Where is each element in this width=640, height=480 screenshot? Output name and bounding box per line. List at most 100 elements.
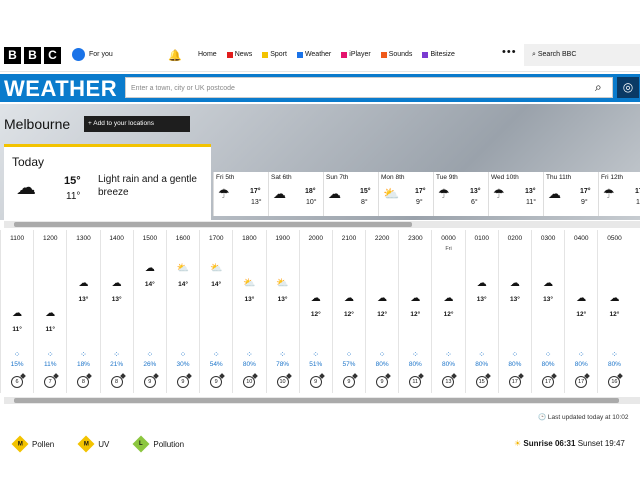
wind-speed: 16	[608, 376, 621, 388]
bbc-search[interactable]: ⌕ Search BBC	[524, 44, 640, 66]
wind-speed: 8	[77, 376, 90, 388]
location-title: Melbourne	[4, 116, 71, 132]
nav-item-weather[interactable]: Weather	[296, 51, 331, 58]
raindrop-icon: ⁘	[46, 350, 54, 359]
forecast-day[interactable]: Sat 6th ☁ 18° 10°	[268, 172, 323, 216]
hourly-slot[interactable]: 0200 ☁ 13° ⁘ 80% 17	[497, 230, 531, 393]
hourly-slot[interactable]: 1200 ☁ 11° ⁘ 11% 7	[33, 230, 66, 393]
precip-chance: 80%	[574, 361, 588, 368]
raindrop-icon: ⁘	[80, 350, 87, 359]
wind-speed: 13	[442, 376, 455, 388]
drizzle-icon: ☁	[328, 186, 341, 201]
raindrop-icon: ⁘	[577, 350, 585, 359]
hourly-slot[interactable]: 1100 ☁ 11° ⁘ 15% 6	[0, 230, 33, 393]
account-link[interactable]: For you	[72, 48, 113, 61]
weather-icon: ☁	[111, 278, 122, 289]
hourly-slot[interactable]: 0100 ☁ 13° ⁘ 80% 15	[464, 230, 498, 393]
bbc-logo[interactable]: B B C	[4, 47, 61, 64]
raindrop-icon: ⁘	[544, 350, 552, 359]
hourly-slot[interactable]: 0300 ☁ 13° ⁘ 80% 17	[531, 230, 564, 393]
forecast-day[interactable]: Thu 11th ☁ 17° 9°	[543, 172, 598, 216]
search-icon[interactable]: ⌕	[595, 80, 602, 94]
weather-icon: ☁	[144, 263, 155, 274]
hourly-slot[interactable]: 0000 Fri ☁ 12° ⁘ 80% 13	[431, 230, 464, 393]
forecast-day[interactable]: Mon 8th ⛅ 17° 9°	[378, 172, 433, 216]
sunrise-time: 06:31	[554, 439, 576, 448]
precip-chance: 54%	[209, 361, 223, 368]
weather-icon: ☁	[509, 278, 520, 289]
weather-icon: ☁	[78, 278, 89, 289]
hourly-slot[interactable]: 2200 ☁ 12° ⁘ 80% 9	[365, 230, 398, 393]
hourly-slot[interactable]: 1300 ☁ 13° ⁘ 18% 8	[66, 230, 99, 393]
cloud-icon: ☁	[548, 186, 561, 201]
hourly-slot[interactable]: 1800 ⛅ 13° ⁘ 80% 10	[232, 230, 265, 393]
add-location-button[interactable]: + Add to your locations	[84, 116, 190, 132]
forecast-day[interactable]: Wed 10th ☂ 13° 11°	[488, 172, 543, 216]
weather-title[interactable]: WEATHER	[4, 76, 118, 101]
index-badge: M	[77, 435, 95, 453]
add-location-label: Add to your locations	[93, 120, 154, 127]
wind-speed: 6	[11, 376, 23, 388]
wind-speed: 9	[176, 376, 189, 388]
nav-label: Sounds	[388, 51, 413, 58]
days-scrollbar[interactable]	[4, 221, 640, 228]
weather-icon: ☁	[576, 293, 587, 304]
hourly-slot[interactable]: 1900 ⛅ 13° ⁘ 78% 10	[265, 230, 299, 393]
scroll-thumb[interactable]	[14, 222, 412, 227]
hourly-slot[interactable]: 2000 ☁ 12° ⁘ 51% 9	[298, 230, 332, 393]
hour-temp: 13°	[509, 296, 520, 303]
forecast-day[interactable]: Fri 12th ☂ 17° 10°	[598, 172, 640, 216]
locate-me-icon[interactable]: ◎	[617, 77, 639, 98]
forecast-days: Fri 5th ☂ 17° 13° Sat 6th ☁ 18° 10° Sun 7t…	[213, 172, 640, 216]
forecast-day[interactable]: Fri 5th ☂ 17° 13°	[213, 172, 268, 216]
rain-icon: ☂	[218, 186, 230, 201]
nav-icon	[262, 51, 269, 58]
hourly-slot[interactable]: 0400 ☁ 12° ⁘ 80% 17	[564, 230, 597, 393]
weather-icon: ☁	[343, 293, 354, 304]
nav-icon	[422, 51, 429, 58]
index-level: M	[83, 441, 89, 447]
hourly-scrollbar[interactable]	[4, 397, 640, 404]
hourly-slot[interactable]: 1500 ☁ 14° ⁘ 26% 9	[132, 230, 166, 393]
location-search-input[interactable]: Enter a town, city or UK postcode	[125, 77, 613, 98]
index-uv[interactable]: M UV	[77, 435, 109, 453]
hour-temp: 14°	[178, 281, 188, 288]
nav-item-home[interactable]: Home	[190, 51, 217, 58]
hourly-slot[interactable]: 2300 ☁ 12° ⁘ 80% 11	[398, 230, 431, 393]
hourly-slot[interactable]: 1700 ⛅ 14° ⁘ 54% 9	[199, 230, 232, 393]
nav-item-sport[interactable]: Sport	[262, 51, 287, 58]
nav-item-news[interactable]: News	[226, 51, 252, 58]
logo-letter: B	[4, 47, 21, 64]
forecast-day[interactable]: Tue 9th ☂ 13° 6°	[433, 172, 488, 216]
day-name: Mon 8th	[381, 174, 405, 181]
day-high: 13°	[525, 188, 536, 195]
scroll-thumb[interactable]	[14, 398, 619, 403]
nav-item-sounds[interactable]: Sounds	[380, 51, 413, 58]
index-level: M	[17, 441, 23, 447]
precip-chance: 80%	[408, 361, 422, 368]
hour-temp: 14°	[144, 281, 155, 288]
day-name: Fri 5th	[216, 174, 235, 181]
index-pollution[interactable]: L Pollution	[132, 435, 184, 453]
forecast-day[interactable]: Sun 7th ☁ 15° 8°	[323, 172, 378, 216]
weather-icon: ☁	[410, 293, 421, 304]
weather-icon: ⛅	[276, 278, 289, 289]
hourly-slot[interactable]: 1400 ☁ 13° ⁘ 21% 8	[99, 230, 133, 393]
nav-label: Bitesize	[430, 51, 455, 58]
raindrop-icon: ⁘	[345, 350, 353, 359]
more-menu-icon[interactable]: •••	[502, 46, 517, 58]
day-low: 9°	[581, 199, 588, 206]
index-badge: L	[132, 435, 150, 453]
today-card[interactable]: Today ☁ 15° 11° Light rain and a gentle …	[4, 144, 211, 220]
hourly-slot[interactable]: 2100 ☁ 12° ⁘ 57% 9	[331, 230, 365, 393]
day-high: 17°	[415, 188, 426, 195]
notifications-icon[interactable]: 🔔	[168, 50, 182, 62]
nav-item-bitesize[interactable]: Bitesize	[422, 51, 455, 58]
hour-temp: 12°	[377, 311, 388, 318]
nav-item-iplayer[interactable]: iPlayer	[341, 51, 371, 58]
hour-time: 2100	[341, 235, 357, 242]
hourly-slot[interactable]: 1600 ⛅ 14° ⁘ 30% 9	[165, 230, 199, 393]
hourly-slot[interactable]: 0500 ☁ 12° ⁘ 80% 16	[597, 230, 630, 393]
index-pollen[interactable]: M Pollen	[11, 435, 54, 453]
nav-icon	[190, 51, 196, 58]
